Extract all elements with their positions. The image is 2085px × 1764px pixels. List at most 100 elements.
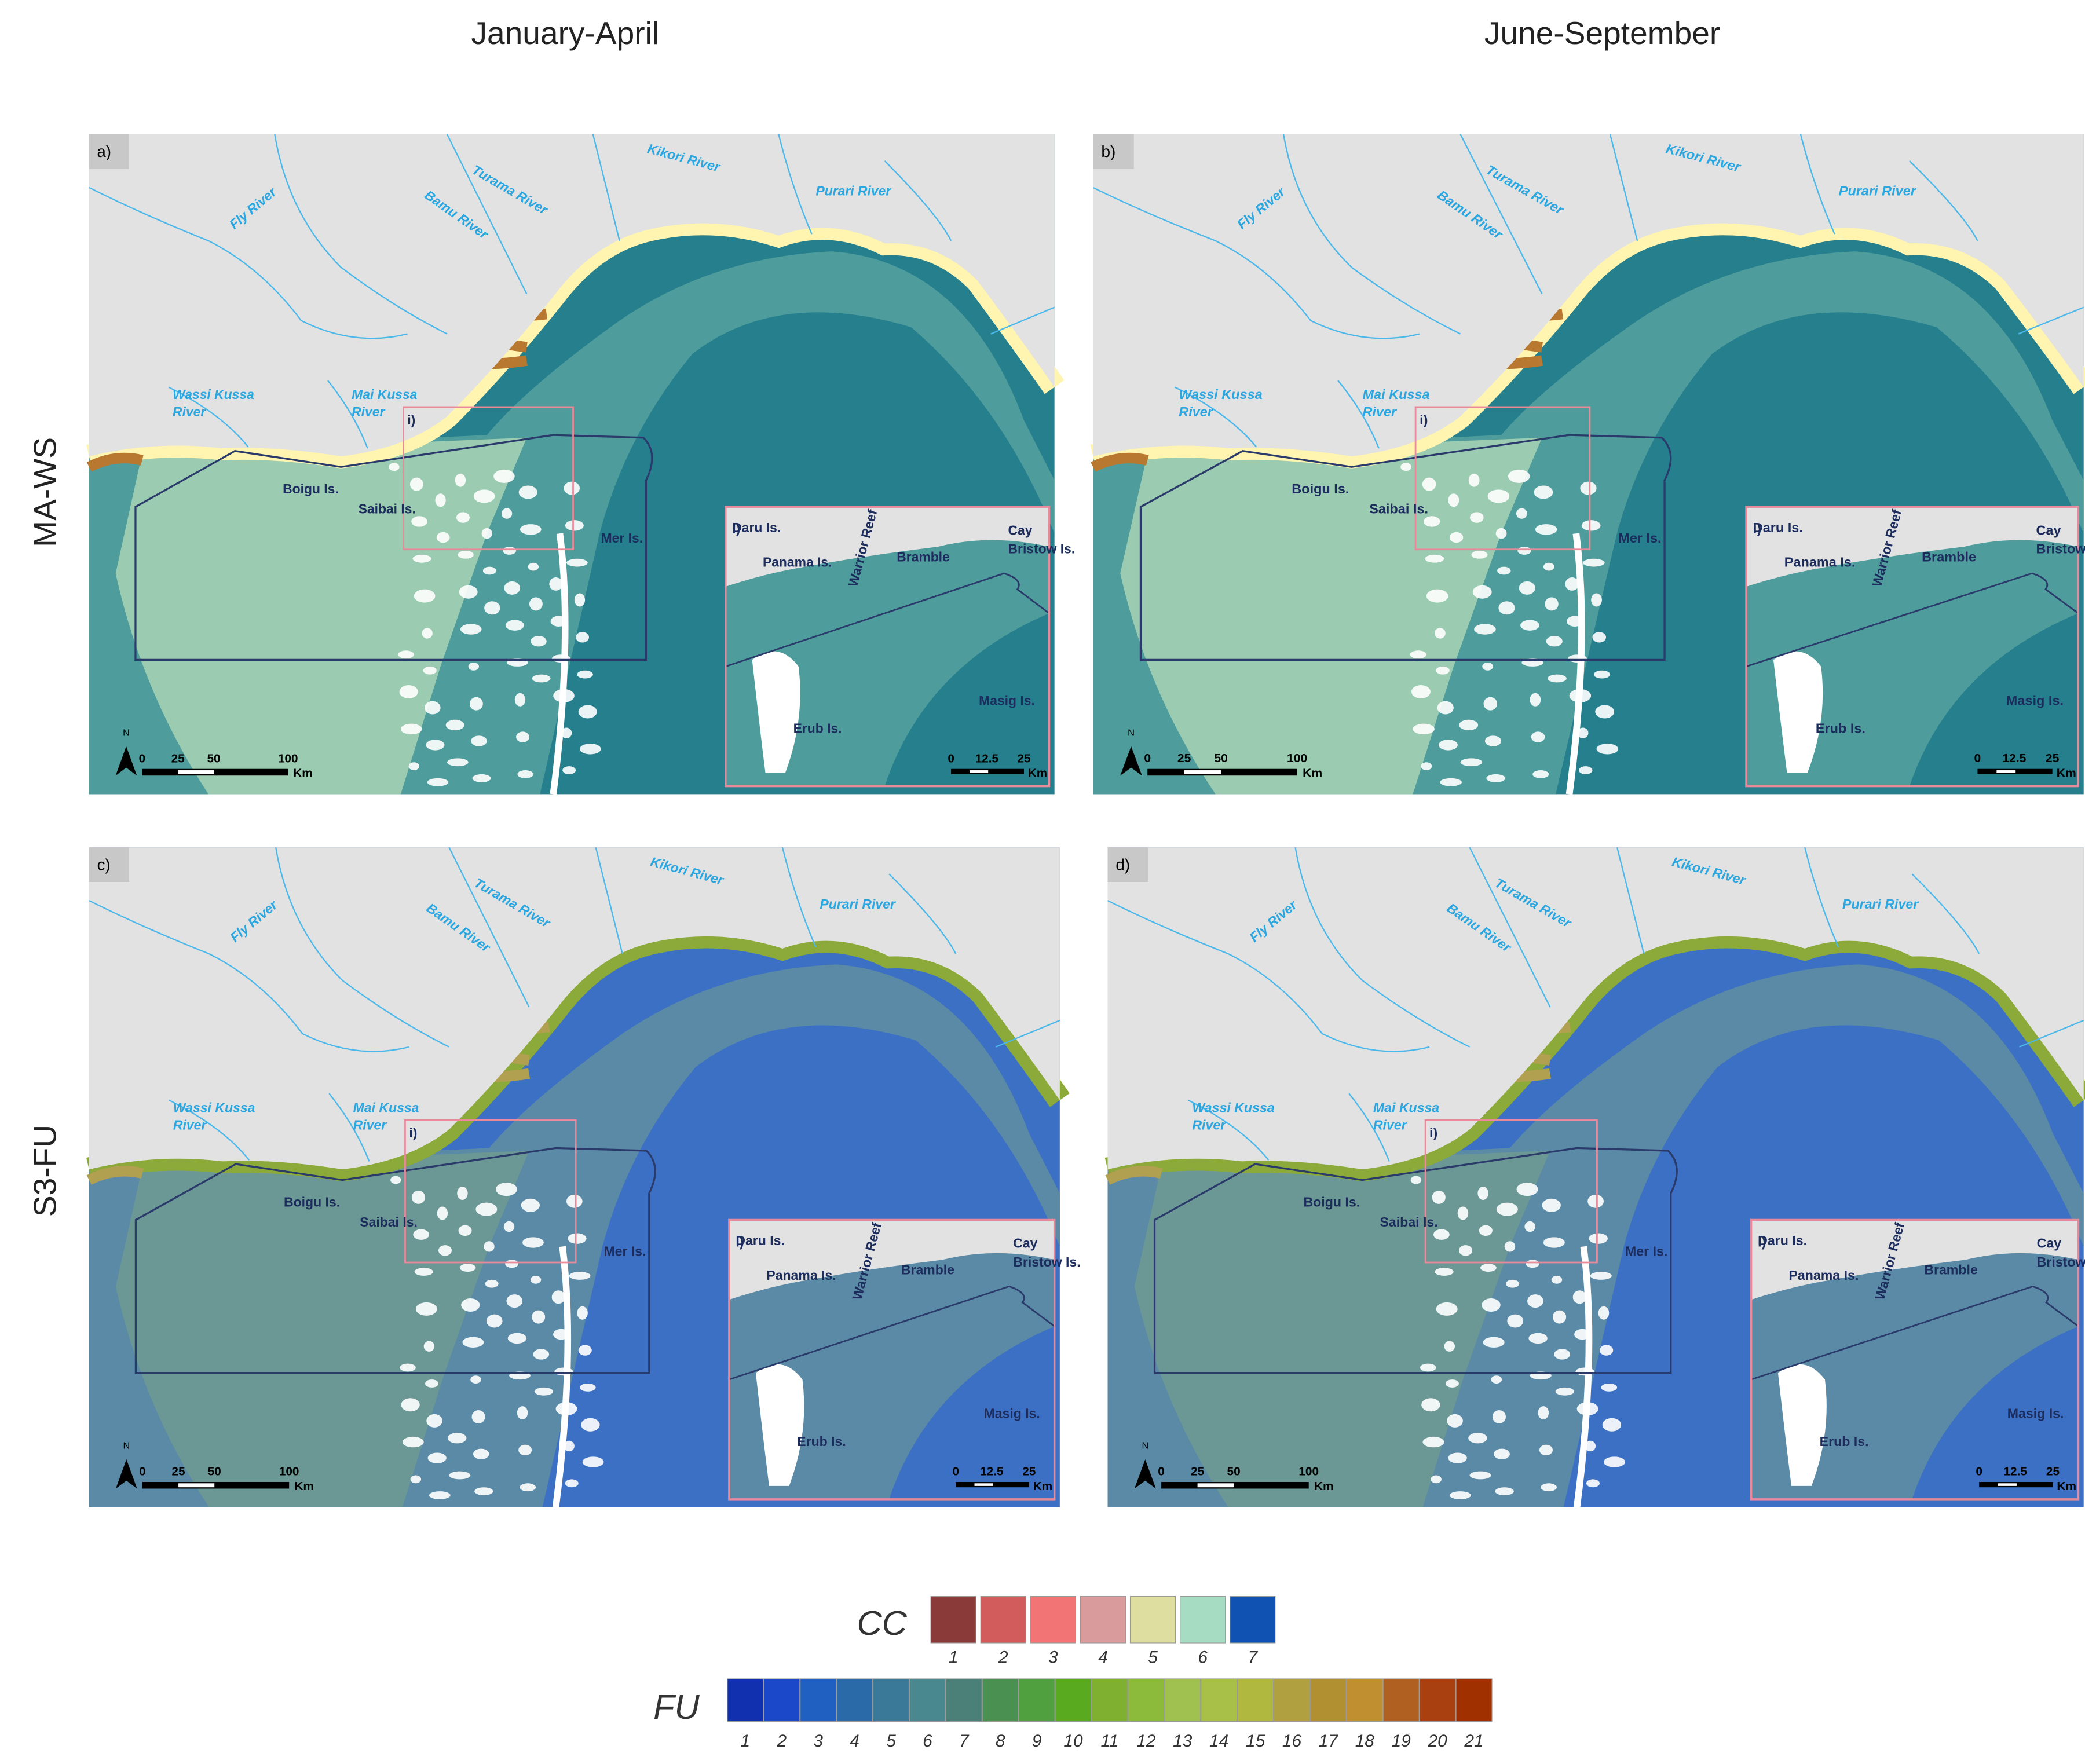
inset-place: Bramble: [897, 549, 950, 564]
legend-label: 14: [1209, 1732, 1228, 1751]
reef: [456, 512, 470, 523]
reef: [1424, 516, 1440, 527]
north-arrow: [1134, 1459, 1156, 1489]
inset-place: Erub Is.: [797, 1434, 846, 1449]
reef: [423, 666, 437, 675]
inset-scale-label: 0: [948, 752, 954, 765]
legend-swatch: [1030, 1595, 1076, 1644]
reef: [566, 1194, 583, 1208]
inset-reef: [752, 651, 800, 773]
inset-label: i): [732, 521, 740, 536]
river-label: Mai Kussa: [1362, 387, 1429, 402]
inset: i)Daru Is. Panama Is. Bramble Cay Bristow Is…: [1750, 1218, 2085, 1501]
river: [1469, 847, 1551, 1008]
reef: [435, 493, 446, 507]
reef: [1595, 705, 1615, 719]
reef: [516, 731, 529, 742]
scale-tick-label: 25: [171, 752, 185, 765]
reef: [1580, 481, 1597, 495]
river: [327, 380, 368, 449]
reef: [551, 1290, 565, 1304]
reef: [1535, 524, 1557, 535]
river: [2019, 1019, 2084, 1048]
reef: [422, 628, 433, 639]
river-label: River: [353, 1117, 387, 1132]
reef: [1603, 1456, 1626, 1467]
reef: [469, 697, 483, 711]
shelf: [1134, 1151, 1550, 1507]
legend-title: FU: [653, 1688, 700, 1726]
reef: [507, 1333, 526, 1344]
reef: [1545, 597, 1559, 611]
river: [89, 900, 409, 1052]
river-label: Mai Kussa: [1373, 1100, 1440, 1115]
island-label: Boigu Is.: [284, 1195, 340, 1210]
inset-locator: [1414, 406, 1591, 551]
legend-label: 21: [1464, 1732, 1483, 1751]
legend-label: 8: [996, 1732, 1005, 1751]
reef: [412, 554, 431, 563]
reef: [532, 1310, 546, 1324]
river: [592, 134, 620, 241]
scale-tick-label: 0: [139, 1465, 146, 1478]
inset-place: Daru Is.: [736, 1233, 784, 1248]
reef: [1583, 558, 1605, 567]
inset-deep: [1912, 1326, 2079, 1499]
reef: [474, 1487, 493, 1495]
river: [1294, 847, 1471, 1048]
river: [1804, 847, 1839, 948]
inset-place: Daru Is.: [732, 520, 781, 535]
inset-scale-unit: Km: [1028, 766, 1047, 779]
inset-frame: [1745, 506, 2080, 788]
reef: [533, 1349, 550, 1360]
inset-scale-label: 25: [2046, 1465, 2060, 1478]
legend-swatch: [1128, 1678, 1165, 1722]
inset-place: Panama Is.: [766, 1268, 836, 1283]
inset-scale-label: 25: [1022, 1465, 1036, 1478]
reef: [461, 1298, 480, 1312]
scale-tick-label: 100: [1298, 1465, 1319, 1478]
reef: [448, 1433, 467, 1444]
reef: [1432, 1190, 1446, 1204]
reef: [1413, 723, 1435, 735]
reef: [1553, 1310, 1567, 1324]
legend-label: 10: [1063, 1732, 1083, 1751]
reef: [1469, 1471, 1491, 1480]
reef: [1474, 624, 1496, 635]
reef: [1410, 1176, 1422, 1184]
reef: [459, 1264, 476, 1272]
reef: [398, 650, 414, 659]
reef: [1586, 1479, 1600, 1488]
reef: [577, 1306, 588, 1320]
reef: [1516, 1183, 1538, 1196]
reef: [1440, 778, 1462, 786]
inset-marker: i): [1429, 1125, 1437, 1140]
reef: [506, 1294, 523, 1308]
reef: [1531, 731, 1545, 742]
reef: [493, 469, 515, 483]
reef: [520, 524, 542, 535]
legend-label: 12: [1136, 1732, 1156, 1751]
legend-label: 7: [959, 1732, 970, 1751]
reef: [581, 1418, 600, 1432]
island-label: Saibai Is.: [1380, 1214, 1437, 1229]
reef: [462, 1337, 484, 1348]
reef: [436, 532, 450, 543]
reef: [1534, 485, 1553, 499]
river: [1092, 186, 1420, 339]
river: [990, 306, 1055, 335]
reef: [1448, 493, 1460, 507]
reef: [1497, 566, 1511, 575]
river-label: Wassi Kussa: [1179, 387, 1263, 402]
reef: [1448, 1452, 1467, 1463]
inset-label: i): [736, 1234, 744, 1249]
land: [89, 847, 1060, 1170]
scale-unit: Km: [294, 1480, 313, 1493]
land: [1093, 134, 2084, 456]
inset: i)Daru Is. Panama Is. Bramble Cay Bristow Is…: [1745, 506, 2085, 788]
legend-swatch: [1273, 1678, 1311, 1722]
reef: [400, 1363, 416, 1372]
scale-tick-label: 0: [1158, 1465, 1165, 1478]
